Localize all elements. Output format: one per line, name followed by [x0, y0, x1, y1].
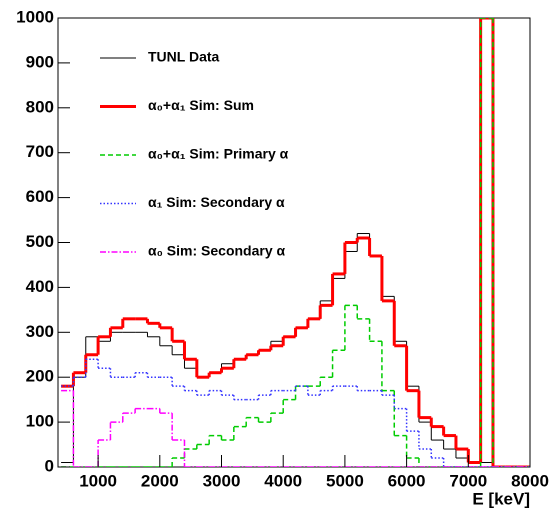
y-tick-label: 600: [26, 187, 54, 206]
y-tick-label: 300: [26, 322, 54, 341]
y-tick-label: 0: [45, 456, 54, 475]
x-tick-label: 1000: [79, 471, 117, 490]
x-tick-label: 6000: [388, 471, 426, 490]
y-tick-label: 100: [26, 412, 54, 431]
y-tick-label: 1000: [16, 7, 54, 26]
legend-label: TUNL Data: [148, 49, 220, 65]
plot-area: [61, 18, 530, 467]
legend-label: α₀ Sim: Secondary α: [148, 243, 286, 259]
axes: 0 100 200 300 400 500 600 700 800 900 1000 1000 2000…: [16, 7, 549, 490]
y-tick-label: 700: [26, 142, 54, 161]
x-tick-label: 8000: [511, 471, 549, 490]
x-tick-label: 7000: [449, 471, 487, 490]
legend-label: α₀+α₁ Sim: Primary α: [148, 146, 289, 162]
x-tick-label: 5000: [326, 471, 364, 490]
y-tick-label: 400: [26, 277, 54, 296]
x-tick-label: 4000: [264, 471, 302, 490]
y-tick-label: 200: [26, 367, 54, 386]
legend-label: α₁ Sim: Secondary α: [148, 194, 285, 210]
x-tick-label: 3000: [203, 471, 241, 490]
x-tick-label: 2000: [141, 471, 179, 490]
y-tick-label: 800: [26, 97, 54, 116]
x-axis-label: E [keV]: [472, 489, 530, 508]
legend-label: α₀+α₁ Sim: Sum: [148, 97, 254, 113]
y-tick-label: 900: [26, 52, 54, 71]
y-tick-label: 500: [26, 232, 54, 251]
